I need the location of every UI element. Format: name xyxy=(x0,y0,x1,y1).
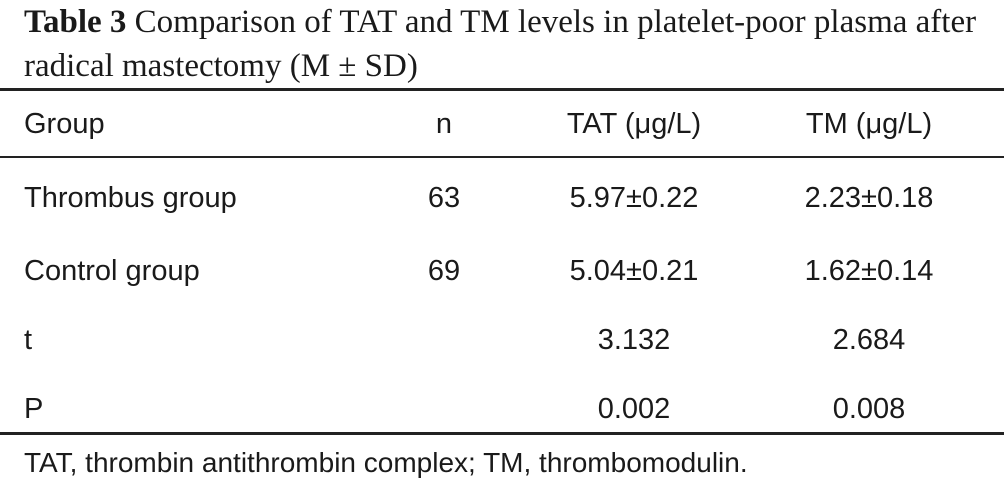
cell-n: 69 xyxy=(427,255,461,287)
cell-n: 63 xyxy=(427,181,461,214)
header-n: n xyxy=(435,107,453,140)
cell-tm: 2.684 xyxy=(832,324,906,356)
header-row: Group n TAT (μg/L) TM (μg/L) xyxy=(0,91,1004,157)
cell-n xyxy=(354,306,534,375)
table-footnote: TAT, thrombin antithrombin complex; TM, … xyxy=(24,447,748,478)
table-label: Table 3 xyxy=(24,4,127,40)
table-title: Comparison of TAT and TM levels in plate… xyxy=(24,4,977,84)
cell-tm: 1.62±0.14 xyxy=(804,255,934,287)
table-row: Thrombus group 63 5.97±0.22 2.23±0.18 xyxy=(0,157,1004,237)
cell-group: t xyxy=(24,324,33,356)
cell-tat: 3.132 xyxy=(597,324,671,356)
header-rule xyxy=(0,156,1004,158)
bottom-rule xyxy=(0,432,1004,435)
top-rule xyxy=(0,88,1004,91)
data-table: Group n TAT (μg/L) TM (μg/L) Thrombus gr… xyxy=(0,91,1004,444)
header-group: Group xyxy=(24,107,105,140)
table-row: Control group 69 5.04±0.21 1.62±0.14 xyxy=(0,237,1004,306)
cell-tat: 0.002 xyxy=(597,393,671,425)
table-caption: Table 3 Comparison of TAT and TM levels … xyxy=(24,0,999,88)
table-row: P 0.002 0.008 xyxy=(0,375,1004,444)
cell-tm: 0.008 xyxy=(832,393,906,425)
cell-group: Control group xyxy=(24,255,200,287)
cell-group: Thrombus group xyxy=(24,181,237,214)
cell-n xyxy=(354,375,534,444)
header-tat: TAT (μg/L) xyxy=(566,107,702,140)
table-row: t 3.132 2.684 xyxy=(0,306,1004,375)
cell-tm: 2.23±0.18 xyxy=(804,181,934,214)
header-tm: TM (μg/L) xyxy=(805,107,933,140)
cell-tat: 5.97±0.22 xyxy=(569,181,699,214)
cell-group: P xyxy=(24,393,44,425)
cell-tat: 5.04±0.21 xyxy=(569,255,699,287)
